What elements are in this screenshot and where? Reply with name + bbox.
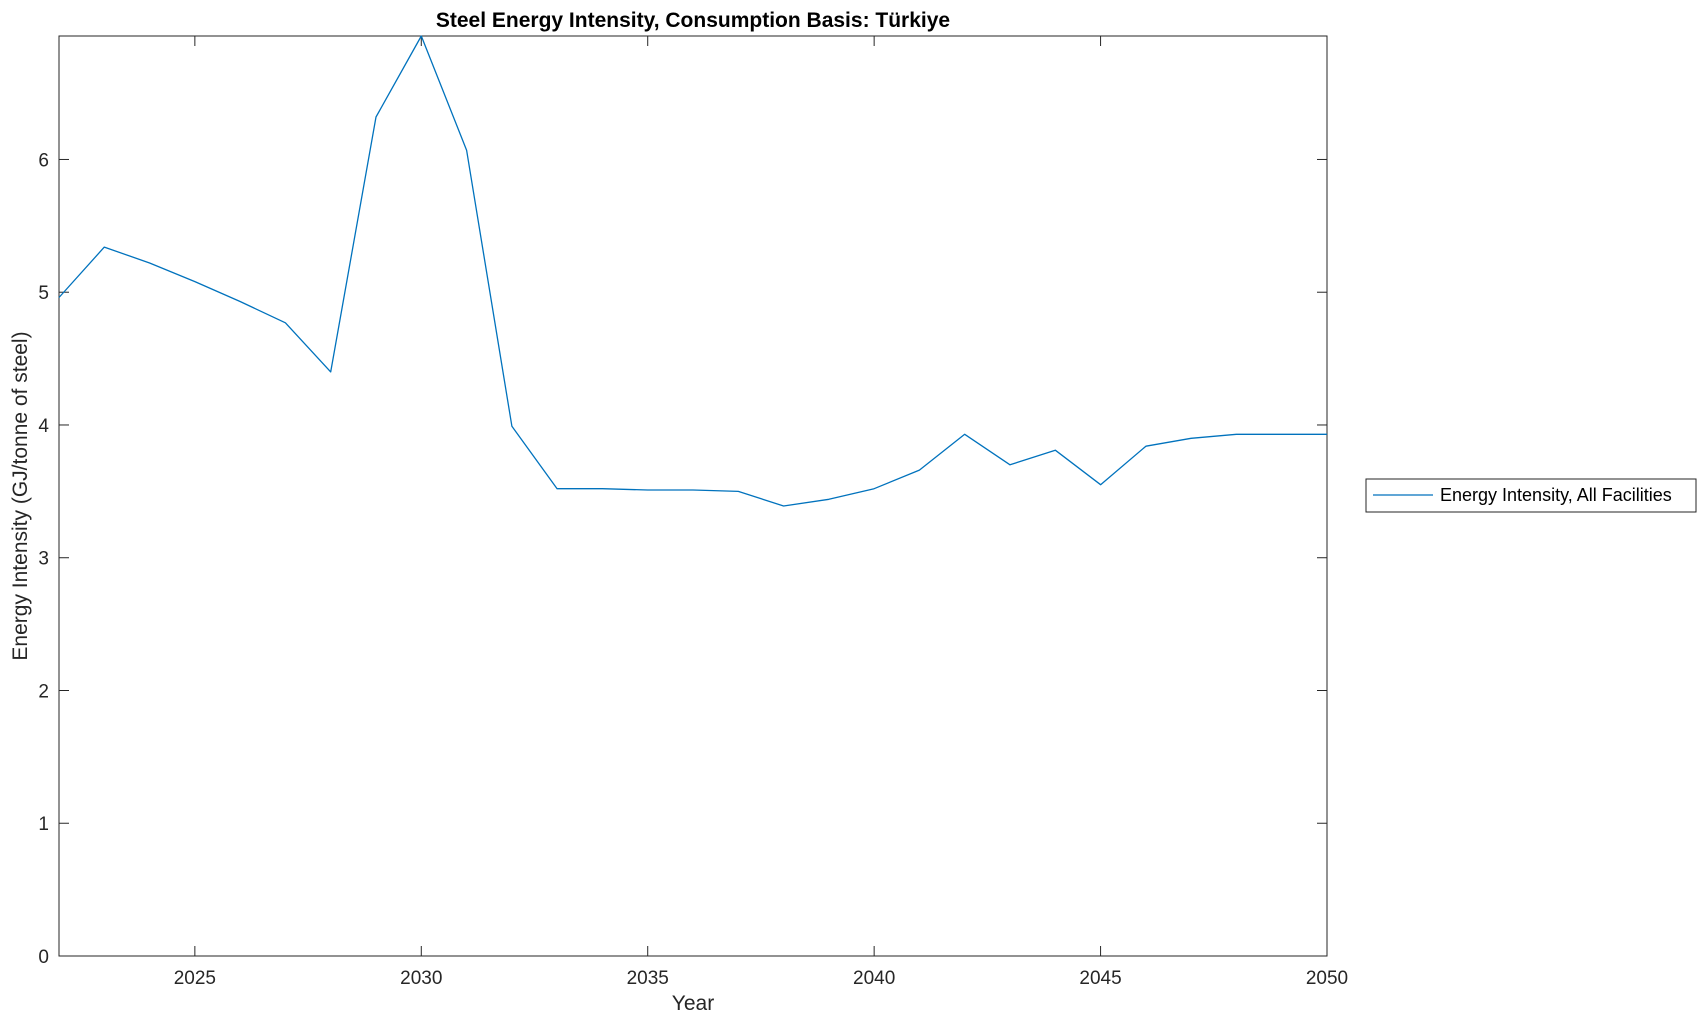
y-tick-label: 6 <box>38 150 49 171</box>
x-tick-label: 2050 <box>1306 968 1348 989</box>
y-tick-label: 5 <box>38 283 49 304</box>
y-tick-label: 0 <box>38 947 49 968</box>
chart-title: Steel Energy Intensity, Consumption Basi… <box>436 9 950 32</box>
series-layer <box>58 35 1327 507</box>
y-axis-label: Energy Intensity (GJ/tonne of steel) <box>9 331 32 660</box>
x-tick-label: 2030 <box>400 968 442 989</box>
x-tick-label: 2040 <box>853 968 895 989</box>
x-axis: 2025 2030 2035 2040 2045 2050 <box>174 36 1348 989</box>
series-line-0 <box>58 35 1327 507</box>
y-tick-label: 2 <box>38 681 49 702</box>
legend: Energy Intensity, All Facilities <box>1365 478 1697 513</box>
x-axis-label: Year <box>672 992 714 1015</box>
plot-area <box>58 35 1328 957</box>
y-tick-label: 1 <box>38 814 49 835</box>
y-axis: 0 1 2 3 4 5 6 <box>38 150 1327 968</box>
x-tick-label: 2045 <box>1079 968 1121 989</box>
y-tick-label: 4 <box>38 416 49 437</box>
x-tick-label: 2035 <box>627 968 669 989</box>
y-tick-label: 3 <box>38 549 49 570</box>
x-tick-label: 2025 <box>174 968 216 989</box>
legend-label: Energy Intensity, All Facilities <box>1440 485 1672 505</box>
